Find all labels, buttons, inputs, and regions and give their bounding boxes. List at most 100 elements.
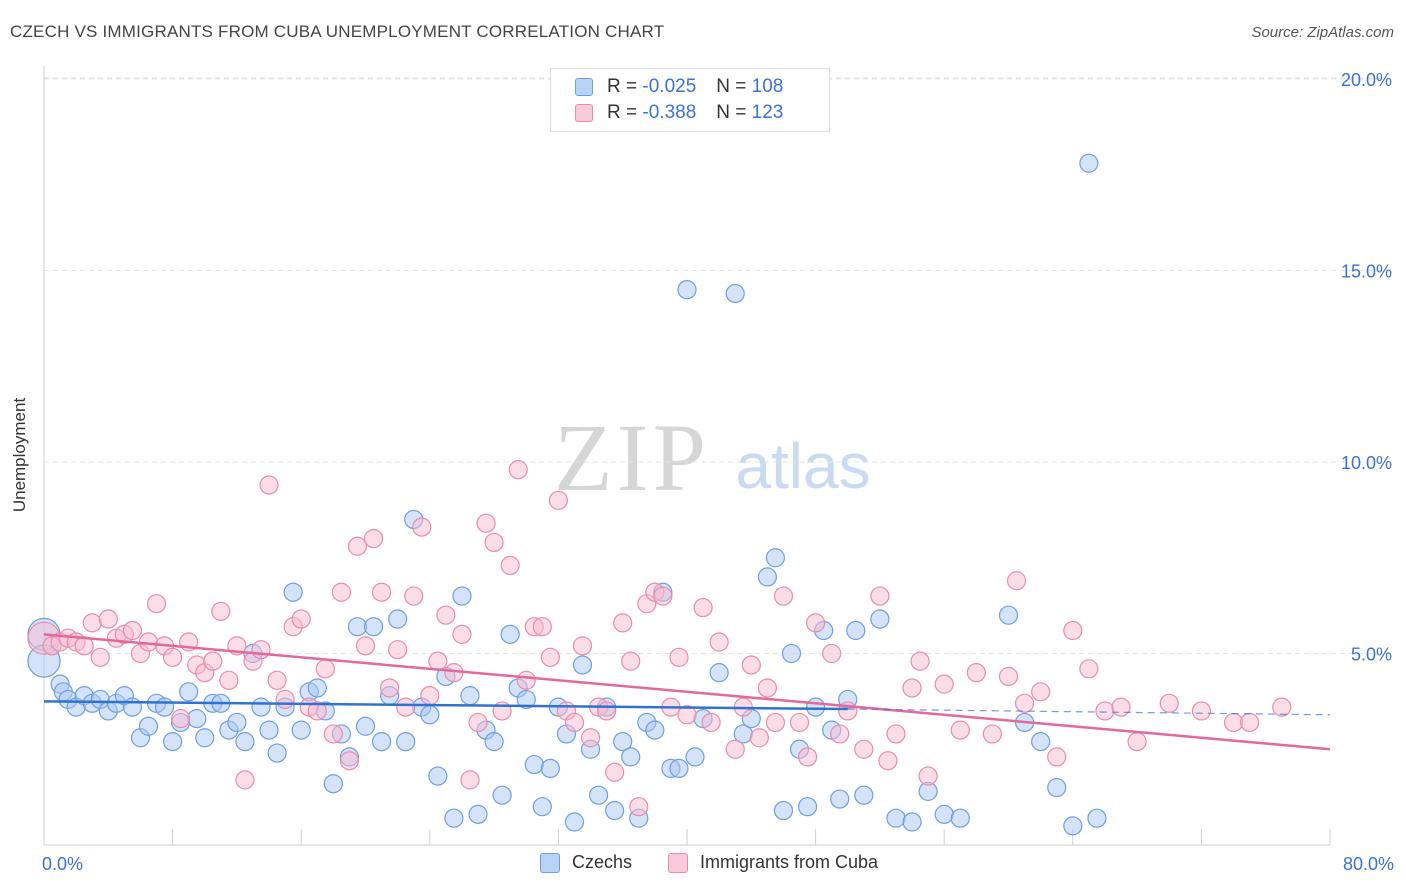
cuba-point	[878, 751, 898, 771]
czech-point	[902, 812, 922, 832]
series-cuba	[27, 460, 1292, 817]
cuba-point	[331, 582, 351, 602]
cuba-point	[476, 513, 496, 533]
cuba-point	[572, 636, 593, 656]
cuba-point	[163, 647, 183, 667]
legend-item-cuba[interactable]: Immigrants from Cuba	[668, 852, 878, 873]
czech-point	[251, 697, 271, 717]
czech-point	[685, 747, 705, 767]
cuba-point	[886, 724, 906, 744]
legend-item-czechs[interactable]: Czechs	[540, 852, 632, 873]
legend-label-cuba: Immigrants from Cuba	[700, 852, 879, 872]
series-legend: Czechs Immigrants from Cuba	[0, 852, 1406, 878]
cuba-point	[82, 613, 102, 633]
cuba-point	[805, 613, 826, 633]
cuba-point	[918, 766, 938, 786]
y-tick-label: 5.0%	[1351, 645, 1392, 665]
watermark-zip: ZIP	[554, 404, 710, 511]
czech-point	[765, 548, 786, 568]
czech-point	[781, 643, 802, 664]
czech-point	[323, 774, 343, 794]
x-tick-max: 80.0%	[1342, 854, 1394, 874]
cuba-point	[1127, 731, 1147, 752]
cuba-point	[1079, 659, 1099, 679]
czech-point	[283, 582, 303, 602]
cuba-point	[773, 586, 794, 606]
cuba-point	[484, 532, 504, 553]
czech-point	[452, 586, 472, 606]
czech-point	[154, 697, 175, 717]
cuba-point	[725, 739, 745, 759]
cuba-point	[757, 678, 777, 698]
czech-point	[797, 797, 818, 817]
legend-row-czechs: R = -0.025 N = 108	[575, 74, 783, 100]
czech-point	[468, 804, 488, 824]
czech-point	[854, 785, 874, 805]
cuba-point	[90, 647, 110, 667]
cuba-point	[436, 605, 456, 625]
czech-point	[235, 731, 255, 752]
czech-point	[870, 609, 890, 629]
cuba-point	[1014, 693, 1035, 713]
legend-swatch-blue	[575, 78, 593, 96]
czech-trend-extension	[847, 708, 1331, 716]
cuba-point	[982, 724, 1003, 744]
czech-point	[677, 280, 697, 300]
cuba-point	[1272, 697, 1292, 717]
czech-point	[179, 682, 199, 702]
cuba-point	[267, 670, 287, 690]
cuba-point	[98, 609, 118, 629]
axes	[43, 66, 1331, 846]
cuba-point	[428, 651, 448, 671]
czech-point	[1087, 808, 1107, 828]
cuba-point	[789, 712, 810, 733]
czech-point	[588, 785, 609, 805]
cuba-point	[420, 686, 440, 706]
cuba-point	[934, 674, 954, 694]
czech-point	[540, 758, 560, 779]
y-tick-label: 15.0%	[1341, 262, 1392, 282]
cuba-point	[146, 594, 167, 614]
czech-point	[347, 617, 368, 637]
legend-n-value: 123	[751, 102, 784, 123]
czech-point	[998, 605, 1019, 625]
legend-swatch-cuba	[668, 852, 688, 873]
cuba-point	[412, 517, 432, 537]
cuba-point	[1095, 701, 1115, 721]
czech-point	[934, 804, 954, 824]
cuba-point	[540, 647, 560, 667]
legend-r-value: -0.388	[642, 102, 697, 123]
cuba-point	[211, 601, 231, 621]
cuba-point	[870, 586, 890, 606]
czech-point	[830, 789, 850, 809]
cuba-point	[613, 613, 633, 633]
cuba-point	[902, 678, 922, 698]
czech-point	[564, 812, 585, 832]
x-tick-min: 0.0%	[42, 854, 84, 874]
cuba-point	[508, 460, 528, 480]
cuba-point	[701, 712, 721, 733]
cuba-point	[468, 712, 488, 733]
czech-point	[363, 617, 384, 637]
cuba-point	[388, 640, 408, 660]
czech-point	[1079, 153, 1099, 173]
czech-point	[371, 731, 392, 752]
cuba-point	[822, 643, 842, 664]
czech-point	[227, 712, 247, 733]
cuba-point	[564, 712, 585, 733]
cuba-point	[315, 659, 335, 679]
czech-point	[259, 720, 279, 740]
cuba-point	[1063, 620, 1083, 641]
cuba-point	[219, 670, 239, 690]
czech-point	[572, 655, 593, 675]
cuba-point	[709, 632, 729, 652]
czech-point	[645, 720, 665, 740]
czech-point	[355, 716, 376, 736]
cuba-point	[347, 536, 368, 556]
cuba-point	[1006, 571, 1027, 591]
czech-point	[195, 728, 215, 748]
cuba-point	[532, 617, 552, 637]
legend-swatch-pink	[575, 104, 593, 122]
legend-label-czechs: Czechs	[572, 852, 633, 872]
czech-point	[709, 663, 729, 683]
